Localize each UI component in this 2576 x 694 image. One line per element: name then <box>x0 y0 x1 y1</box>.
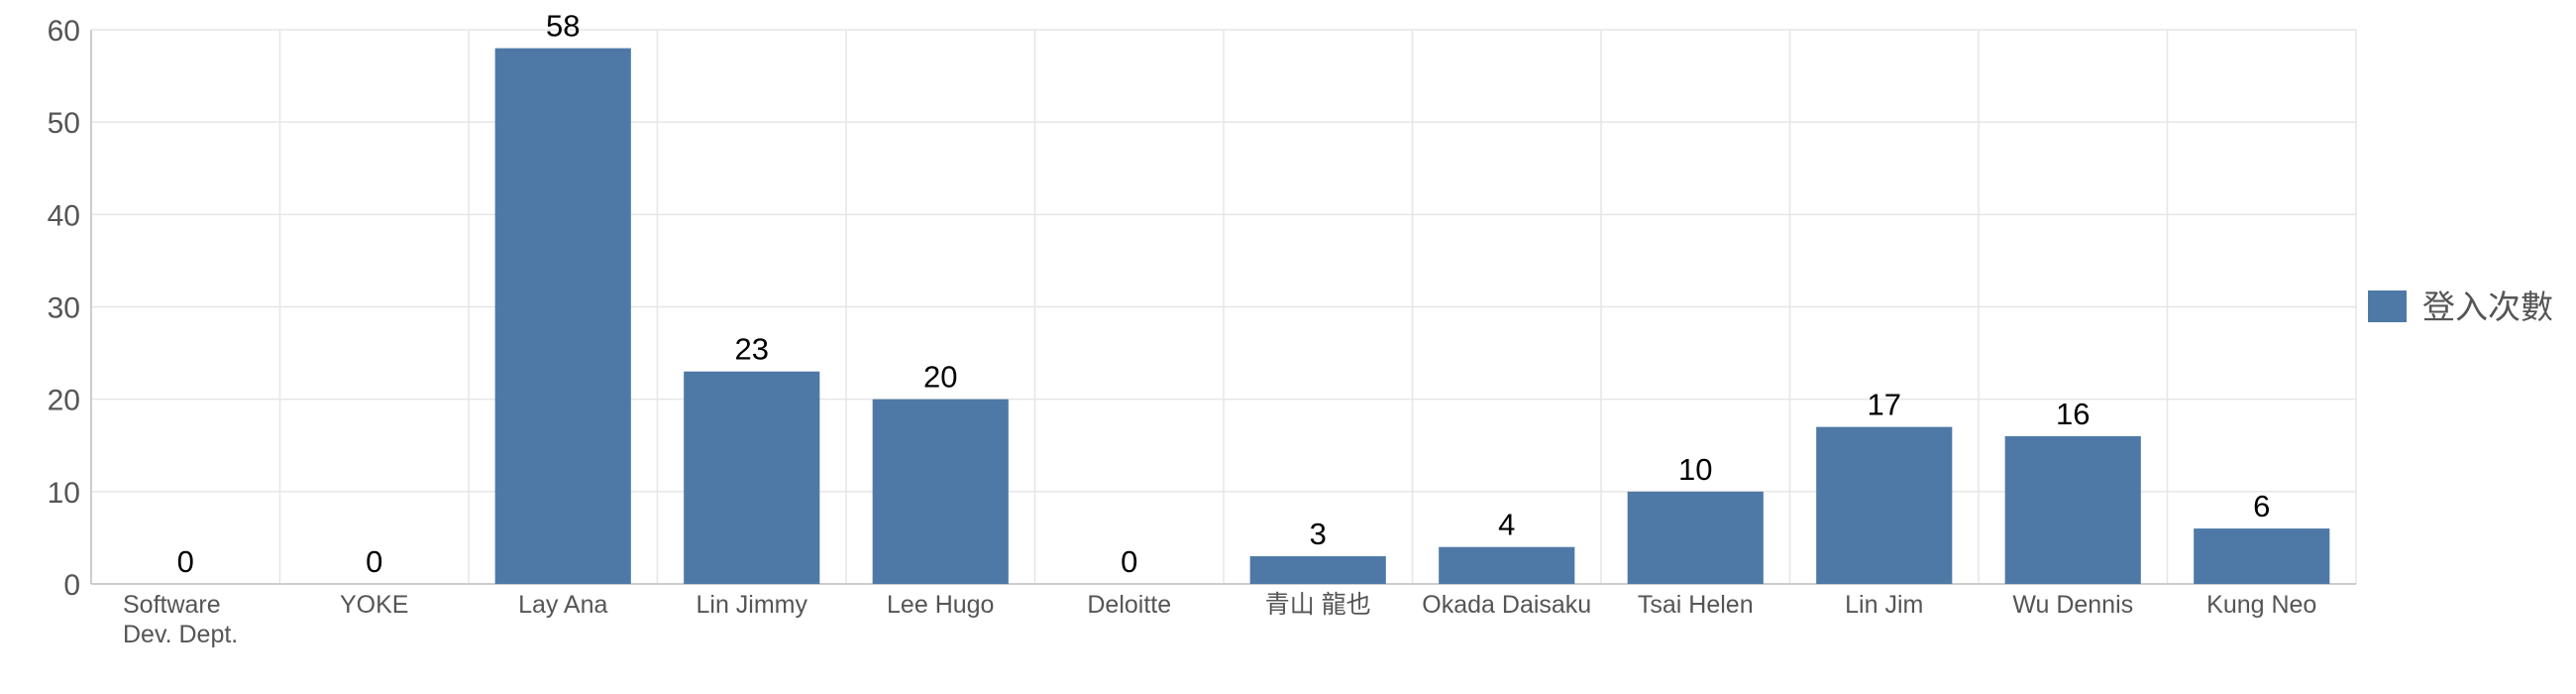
data-label: 23 <box>735 332 769 367</box>
bar[interactable] <box>1627 491 1764 584</box>
legend-label: 登入次數 <box>2422 289 2553 325</box>
x-tick-label-line: 青山 龍也 <box>1265 591 1371 619</box>
x-tick-label-line: Dev. Dept. <box>123 621 238 648</box>
data-label: 0 <box>366 544 382 579</box>
bars <box>494 48 2330 584</box>
x-tick-label: Lay Ana <box>518 591 607 619</box>
x-tick-label-line: Kung Neo <box>2206 591 2316 619</box>
data-label: 58 <box>546 9 580 44</box>
bar[interactable] <box>872 399 1009 584</box>
data-label: 6 <box>2253 489 2270 523</box>
x-tick-label: Deloitte <box>1087 591 1171 619</box>
legend: 登入次數 <box>2368 289 2553 325</box>
data-label: 0 <box>177 544 194 579</box>
data-label: 4 <box>1498 508 1515 542</box>
x-tick-label-line: Wu Dennis <box>2012 591 2133 619</box>
x-tick-label-line: Okada Daisaku <box>1422 591 1591 619</box>
bar[interactable] <box>1249 556 1386 584</box>
bar[interactable] <box>1816 426 1953 584</box>
x-tick-label-line: Lin Jim <box>1845 591 1923 619</box>
data-label: 3 <box>1310 517 1327 551</box>
x-tick-label: Lin Jim <box>1845 591 1923 619</box>
x-tick-label: Software Dev. Dept. <box>123 591 238 648</box>
x-tick-label-line: Tsai Helen <box>1638 591 1754 619</box>
data-label: 16 <box>2056 397 2090 431</box>
x-tick-label-line: Software <box>123 591 221 619</box>
y-tick-label: 30 <box>48 292 80 325</box>
y-tick-label: 20 <box>48 385 80 417</box>
y-tick-label: 0 <box>63 569 80 602</box>
x-tick-label: 青山 龍也 <box>1265 591 1371 619</box>
y-tick-label: 40 <box>48 199 80 232</box>
x-axis-ticks: Software Dev. Dept. YOKE Lay Ana Lin Jimmy Le… <box>123 591 2316 648</box>
x-tick-label: Lee Hugo <box>887 591 994 619</box>
bar[interactable] <box>2194 528 2330 584</box>
x-tick-label: Tsai Helen <box>1638 591 1754 619</box>
x-tick-label: YOKE <box>340 591 408 619</box>
x-tick-label-line: Lin Jimmy <box>696 591 807 619</box>
legend-swatch <box>2368 290 2407 322</box>
x-tick-label: Okada Daisaku <box>1422 591 1591 619</box>
y-tick-label: 50 <box>48 107 80 140</box>
data-label: 10 <box>1678 452 1712 487</box>
y-axis-ticks: 0 10 20 30 40 50 60 <box>48 15 80 602</box>
bar[interactable] <box>2004 435 2141 584</box>
data-labels: 0 0 58 23 20 0 3 4 10 17 16 6 <box>177 9 2271 579</box>
data-label: 20 <box>923 360 957 395</box>
x-tick-label-line: Lay Ana <box>518 591 607 619</box>
x-tick-label-line: YOKE <box>340 591 408 619</box>
bar[interactable] <box>684 371 820 584</box>
x-tick-label: Lin Jimmy <box>696 591 807 619</box>
bar[interactable] <box>1439 546 1575 584</box>
data-label: 17 <box>1868 388 1901 422</box>
grid <box>90 29 2357 585</box>
y-tick-label: 60 <box>48 15 80 48</box>
bar[interactable] <box>494 48 631 584</box>
y-tick-label: 10 <box>48 477 80 510</box>
data-label: 0 <box>1121 544 1137 579</box>
x-tick-label-line: Lee Hugo <box>887 591 994 619</box>
x-tick-label: Wu Dennis <box>2012 591 2133 619</box>
x-tick-label: Kung Neo <box>2206 591 2316 619</box>
x-tick-label-line: Deloitte <box>1087 591 1171 619</box>
